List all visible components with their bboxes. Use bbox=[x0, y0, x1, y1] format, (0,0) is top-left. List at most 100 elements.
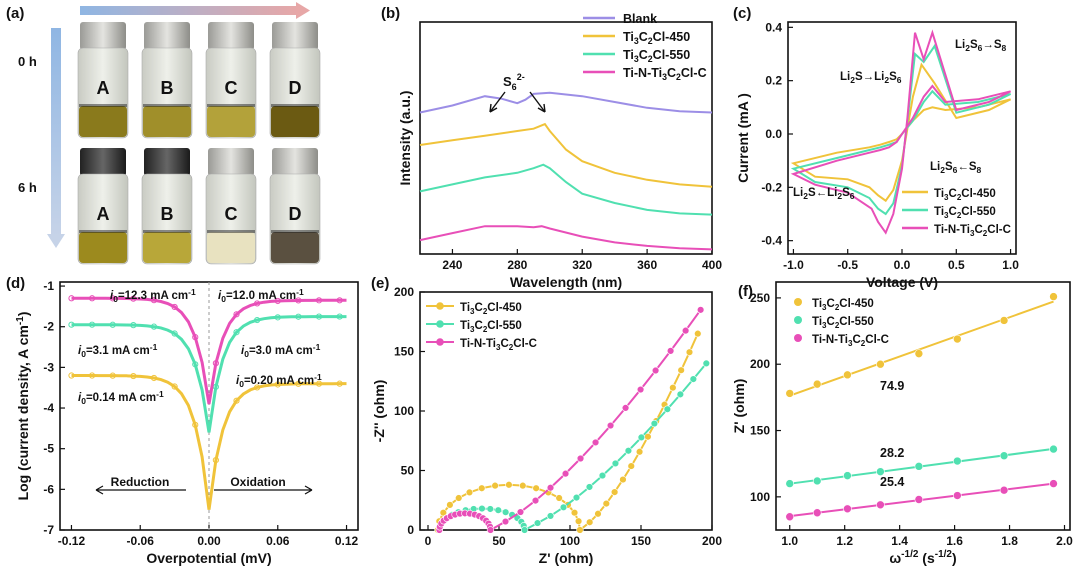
label-base: Ti bbox=[623, 30, 634, 44]
data-point bbox=[212, 456, 219, 464]
y-tick-label: -0.2 bbox=[761, 180, 782, 194]
data-point bbox=[574, 517, 583, 525]
ann-main: S bbox=[970, 39, 978, 51]
label-base: Ti-N-Ti bbox=[934, 224, 970, 236]
vial-liquid bbox=[79, 106, 127, 137]
data-point bbox=[478, 504, 486, 513]
label-rest: Cl-550 bbox=[961, 206, 996, 218]
io-sub: 0 bbox=[244, 349, 249, 359]
x-axis-label: Z' (ohm) bbox=[539, 550, 594, 566]
label-sub: 3 bbox=[970, 229, 975, 238]
y-tick-label: 0.2 bbox=[765, 74, 782, 88]
io-sup: -1 bbox=[296, 287, 304, 297]
annotation-Li2S→Li2S6: Li2S→Li2S6 bbox=[840, 71, 902, 85]
x-tick-label: -0.5 bbox=[837, 258, 858, 272]
x-tick-label: 0.00 bbox=[197, 534, 221, 548]
data-point bbox=[254, 316, 261, 324]
chart-panel-c: (c)-1.0 -0.5 0.0 0.5 1.0-0.4-0.20.00.20.4Vol… bbox=[733, 5, 1019, 290]
data-point bbox=[254, 384, 261, 391]
data-point bbox=[606, 421, 615, 430]
x-axis-label: ω-1/2 (s-1/2) bbox=[889, 549, 956, 566]
legend-label: Ti3C2Cl-450 bbox=[934, 188, 996, 202]
label-base: Ti bbox=[460, 302, 470, 314]
ann-main: S bbox=[889, 71, 897, 83]
vial: D bbox=[269, 22, 321, 139]
label-sub: 3 bbox=[496, 343, 501, 352]
ann-main: ←S bbox=[957, 161, 977, 173]
series-line-Ti3C2Cl-550 bbox=[790, 43, 1012, 216]
data-point bbox=[486, 526, 495, 534]
y-tick-label: -4 bbox=[43, 401, 54, 415]
data-point bbox=[446, 501, 454, 509]
chart-panel-b: (b) 240 280 320 360 400 Wavelength (nm) Intensi… bbox=[381, 5, 722, 290]
legend-label: Ti-N-Ti3C2Cl-C bbox=[812, 334, 889, 348]
x-axis-label: Wavelength (nm) bbox=[510, 274, 622, 290]
label-mid: C bbox=[639, 30, 648, 44]
label-sub: 2 bbox=[835, 321, 840, 330]
annotation-arrow-left bbox=[489, 91, 506, 113]
data-point bbox=[914, 495, 924, 504]
data-point bbox=[689, 375, 698, 383]
data-point bbox=[651, 366, 660, 375]
data-point bbox=[681, 326, 690, 335]
io-i: i bbox=[78, 345, 82, 357]
io-sub: 0 bbox=[113, 294, 118, 304]
label-mid: C bbox=[500, 338, 508, 350]
x-axis-label: Overpotential (mV) bbox=[146, 550, 271, 566]
data-point bbox=[516, 508, 525, 516]
oxidation-arrow bbox=[214, 485, 313, 495]
data-point bbox=[999, 485, 1009, 495]
data-point bbox=[315, 313, 323, 320]
ann-main: Li bbox=[840, 71, 850, 83]
data-point bbox=[555, 494, 563, 502]
data-point bbox=[233, 311, 240, 318]
vial-cap bbox=[272, 22, 318, 50]
data-point bbox=[501, 508, 510, 516]
label-base: Ti bbox=[812, 316, 822, 328]
vial-liquid bbox=[271, 232, 319, 263]
io-i: i bbox=[110, 290, 114, 302]
label-sub: 3 bbox=[822, 303, 827, 312]
ann-sub: 2 bbox=[965, 43, 970, 53]
y-axis-label: Intensity (a.u.) bbox=[397, 91, 413, 186]
vial-meniscus bbox=[207, 230, 255, 233]
x-tick-label: 200 bbox=[702, 534, 722, 548]
io-val: =3.0 mA cm bbox=[249, 345, 313, 357]
label-rest: Cl-450 bbox=[839, 298, 874, 310]
ann-sub: 8 bbox=[977, 165, 982, 175]
data-point bbox=[150, 323, 158, 330]
time-arrow-top-head bbox=[296, 2, 310, 19]
label-rest: Cl-C bbox=[681, 66, 707, 80]
y-tick-label: -6 bbox=[43, 482, 54, 496]
data-point bbox=[233, 397, 240, 404]
data-point bbox=[486, 505, 494, 513]
data-point bbox=[570, 508, 579, 517]
slope-label: 74.9 bbox=[880, 379, 904, 393]
data-point bbox=[611, 459, 620, 468]
data-point bbox=[876, 359, 885, 369]
data-point bbox=[130, 322, 137, 329]
data-point bbox=[666, 347, 675, 355]
y-axis-label: -Z'' (ohm) bbox=[371, 380, 387, 443]
annotation-sub: 6 bbox=[512, 82, 517, 92]
data-point bbox=[455, 494, 463, 502]
data-point bbox=[624, 447, 633, 455]
legend-label: Ti-N-Ti3C2Cl-C bbox=[934, 224, 1011, 238]
data-point bbox=[501, 517, 510, 526]
data-point bbox=[843, 504, 852, 514]
data-point bbox=[274, 314, 281, 321]
slope-label: 25.4 bbox=[880, 475, 904, 489]
legend-label: Ti3C2Cl-450 bbox=[812, 298, 874, 312]
label-sub: 2 bbox=[483, 307, 488, 316]
data-point bbox=[559, 503, 568, 512]
vial-label: C bbox=[225, 78, 238, 98]
ann-sub: 2 bbox=[884, 75, 889, 85]
vial-cap bbox=[272, 148, 318, 176]
io-sup: -1 bbox=[150, 342, 158, 352]
y-tick-label: 0.0 bbox=[765, 127, 782, 141]
data-point bbox=[295, 313, 302, 320]
chart-panel-e: (e) 0 50 100 150 200 0 50 100 150 200 Z' (ohm) -Z'' … bbox=[371, 275, 722, 566]
label-rest: Cl-550 bbox=[653, 48, 691, 62]
vial: C bbox=[205, 148, 257, 265]
y-tick-label: -1 bbox=[43, 279, 54, 293]
